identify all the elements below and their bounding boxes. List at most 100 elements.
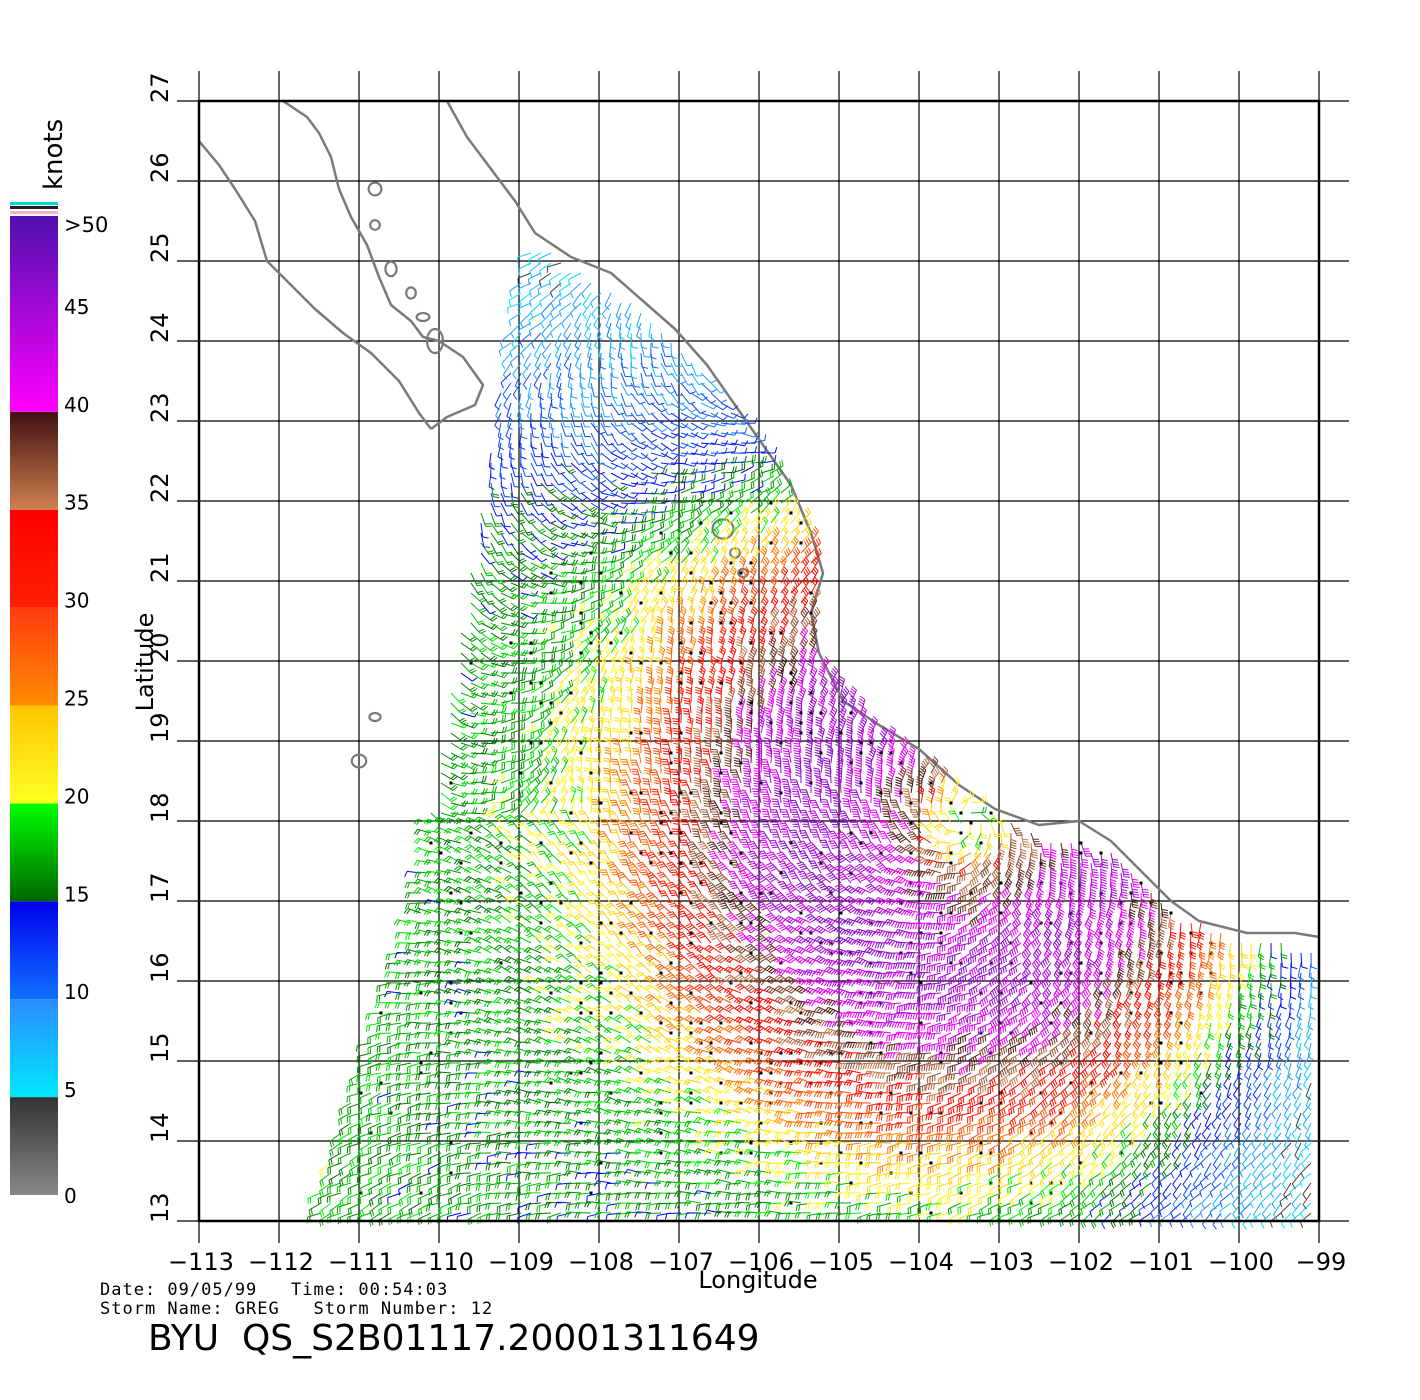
- colorbar-overflow-swatch: [10, 202, 58, 205]
- rain-flag-marker: [499, 861, 503, 865]
- wind-barb: [834, 1171, 852, 1179]
- wind-barb: [544, 894, 562, 904]
- rain-flag-marker: [419, 1191, 423, 1195]
- wind-barb: [644, 1212, 662, 1220]
- rain-flag-marker: [599, 981, 603, 985]
- wind-barb: [590, 626, 600, 644]
- wind-barb: [604, 1152, 622, 1160]
- wind-barb: [682, 707, 692, 724]
- wind-barb: [894, 1122, 912, 1129]
- wind-barb: [484, 1141, 502, 1148]
- wind-barb: [1061, 1162, 1072, 1179]
- wind-barb: [1250, 1182, 1262, 1199]
- wind-barb: [319, 1182, 332, 1197]
- wind-barb: [433, 907, 452, 914]
- wind-barb: [500, 592, 519, 600]
- wind-barb: [1144, 1032, 1153, 1051]
- wind-barb: [644, 1044, 662, 1054]
- wind-barb: [394, 1002, 412, 1009]
- wind-barb: [594, 1211, 612, 1219]
- wind-barb: [1040, 952, 1052, 969]
- rain-flag-marker: [589, 1061, 593, 1065]
- wind-barb: [793, 1029, 812, 1038]
- wind-barb: [1252, 1162, 1262, 1180]
- wind-barb: [623, 1179, 642, 1186]
- wind-barb: [997, 1172, 1012, 1186]
- wind-barb: [704, 737, 712, 754]
- wind-barb: [1284, 1122, 1292, 1141]
- wind-barb: [833, 1120, 852, 1127]
- rain-flag-marker: [659, 811, 663, 815]
- wind-barb: [514, 1041, 532, 1048]
- wind-barb: [466, 1172, 482, 1183]
- wind-barb: [534, 864, 552, 874]
- wind-barb: [1048, 1182, 1062, 1197]
- rain-flag-marker: [989, 1181, 993, 1185]
- wind-barb: [784, 736, 792, 754]
- wind-barb: [725, 932, 742, 944]
- wind-barb: [384, 962, 402, 970]
- wind-barb: [643, 1068, 662, 1076]
- wind-barb: [490, 802, 505, 814]
- wind-barb: [1302, 1192, 1312, 1210]
- wind-barb: [1090, 852, 1102, 868]
- wind-barb: [1091, 1152, 1102, 1170]
- wind-barb: [1209, 1182, 1222, 1198]
- wind-barb: [927, 1022, 942, 1034]
- wind-barb: [1309, 1002, 1316, 1020]
- wind-barb: [773, 787, 782, 804]
- wind-barb: [1029, 1122, 1042, 1137]
- wind-barb: [454, 1042, 472, 1049]
- wind-barb: [328, 1172, 342, 1187]
- wind-barb: [1084, 1022, 1093, 1041]
- wind-barb: [1259, 1182, 1272, 1198]
- wind-barb: [1090, 1182, 1102, 1199]
- wind-barb: [484, 934, 502, 944]
- wind-barb: [1294, 1132, 1302, 1151]
- wind-barb: [844, 864, 862, 874]
- wind-barb: [1189, 1182, 1202, 1198]
- colorbar-tick-label: 30: [64, 589, 89, 613]
- wind-barb: [927, 1122, 942, 1134]
- rain-flag-marker: [549, 1081, 553, 1085]
- rain-flag-marker: [579, 941, 583, 945]
- wind-barb: [958, 1122, 972, 1136]
- rain-flag-marker: [549, 701, 553, 705]
- rain-flag-marker: [659, 1111, 663, 1115]
- wind-barb: [907, 1192, 922, 1204]
- wind-barb: [425, 1112, 442, 1121]
- wind-barb: [1280, 942, 1288, 960]
- wind-barb: [524, 915, 542, 924]
- wind-barb: [1273, 1122, 1282, 1140]
- rain-flag-marker: [449, 1141, 453, 1145]
- wind-barb: [1091, 1142, 1102, 1160]
- wind-barb: [1151, 1102, 1162, 1120]
- wind-barb: [367, 1162, 382, 1175]
- wind-barb: [730, 575, 738, 594]
- wind-barb: [978, 892, 992, 906]
- rain-flag-marker: [639, 1071, 643, 1075]
- wind-barb: [735, 636, 743, 654]
- wind-barb: [768, 655, 777, 674]
- wind-barb: [524, 1161, 542, 1169]
- wind-barb: [450, 702, 467, 714]
- wind-barb: [1233, 1142, 1242, 1160]
- wind-barb: [946, 1192, 962, 1203]
- wind-barb: [916, 1182, 932, 1193]
- wind-barb: [896, 1062, 912, 1074]
- rain-flag-marker: [1029, 1181, 1033, 1185]
- wind-barb: [1183, 1102, 1192, 1120]
- island-outline: [384, 260, 398, 278]
- wind-barb: [1203, 1032, 1212, 1051]
- rain-flag-marker: [639, 731, 643, 735]
- wind-barb: [1305, 1092, 1312, 1111]
- wind-barb: [970, 806, 988, 814]
- wind-barb: [440, 762, 459, 770]
- rain-flag-marker: [529, 641, 533, 645]
- wind-barb: [978, 1202, 992, 1217]
- wind-barb: [662, 748, 672, 764]
- wind-barb: [644, 1162, 662, 1169]
- colorbar-tick-label: 45: [64, 295, 89, 319]
- wind-barb: [615, 1192, 632, 1201]
- wind-barb: [977, 1012, 992, 1024]
